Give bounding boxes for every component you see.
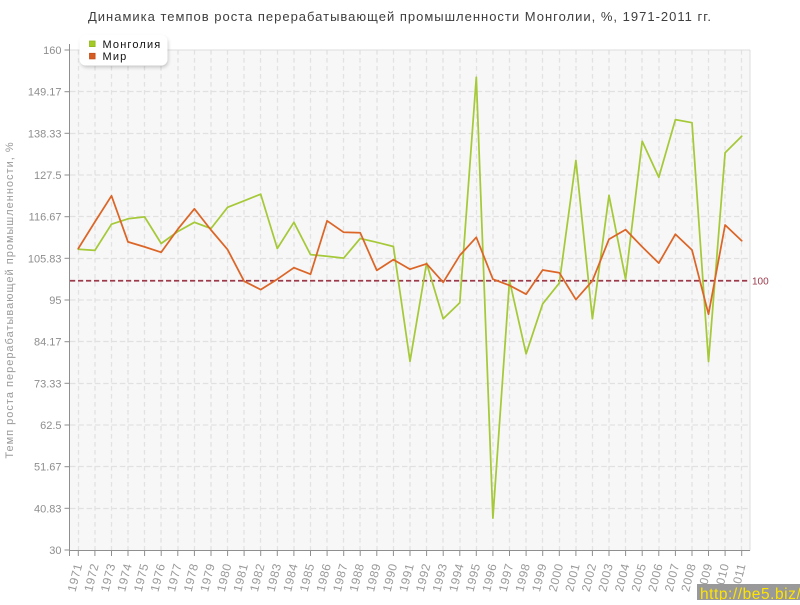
svg-text:1971: 1971 [65, 562, 86, 593]
svg-text:1998: 1998 [512, 562, 533, 593]
svg-text:40.83: 40.83 [34, 503, 62, 515]
svg-text:127.5: 127.5 [34, 170, 62, 182]
svg-text:73.33: 73.33 [34, 378, 62, 390]
svg-text:116.67: 116.67 [29, 212, 62, 224]
svg-text:1981: 1981 [230, 562, 251, 593]
svg-text:1972: 1972 [81, 562, 102, 593]
svg-text:1975: 1975 [131, 562, 152, 593]
svg-text:Темп роста перерабатывающей пр: Темп роста перерабатывающей промышленнос… [4, 141, 16, 458]
svg-text:2006: 2006 [645, 562, 666, 593]
svg-text:2001: 2001 [562, 562, 583, 593]
svg-text:1974: 1974 [114, 562, 135, 593]
svg-text:1985: 1985 [297, 562, 318, 593]
svg-text:Мир: Мир [103, 51, 128, 63]
svg-text:149.17: 149.17 [28, 87, 62, 99]
svg-text:Монголия: Монголия [103, 39, 162, 51]
svg-text:1994: 1994 [446, 562, 467, 593]
svg-text:51.67: 51.67 [34, 462, 62, 474]
svg-text:1977: 1977 [164, 562, 185, 593]
svg-text:2008: 2008 [678, 562, 699, 593]
svg-text:1979: 1979 [197, 562, 218, 593]
svg-text:1984: 1984 [280, 562, 301, 593]
svg-text:138.33: 138.33 [28, 128, 62, 140]
svg-text:1983: 1983 [264, 562, 285, 593]
svg-text:1973: 1973 [98, 562, 119, 593]
svg-text:2005: 2005 [629, 562, 650, 593]
svg-text:2000: 2000 [546, 562, 567, 593]
svg-text:Динамика темпов роста перераба: Динамика темпов роста перерабатывающей п… [88, 9, 712, 24]
svg-text:100: 100 [752, 276, 769, 287]
svg-text:2004: 2004 [612, 562, 633, 593]
svg-text:1988: 1988 [347, 562, 368, 593]
svg-text:1986: 1986 [313, 562, 334, 593]
svg-text:105.83: 105.83 [28, 253, 62, 265]
svg-text:1991: 1991 [396, 562, 417, 593]
svg-text:95: 95 [49, 295, 61, 307]
svg-text:84.17: 84.17 [34, 337, 62, 349]
svg-text:2003: 2003 [595, 562, 616, 593]
svg-text:http://be5.biz/: http://be5.biz/ [700, 586, 800, 600]
svg-text:2007: 2007 [662, 562, 683, 593]
svg-text:2002: 2002 [579, 562, 600, 593]
svg-text:1992: 1992 [413, 562, 434, 593]
svg-text:1987: 1987 [330, 562, 351, 593]
svg-text:1978: 1978 [181, 562, 202, 593]
svg-text:62.5: 62.5 [40, 420, 61, 432]
svg-text:1996: 1996 [479, 562, 500, 593]
svg-text:1999: 1999 [529, 562, 550, 593]
svg-text:30: 30 [49, 545, 61, 557]
svg-text:1990: 1990 [380, 562, 401, 593]
svg-text:1993: 1993 [430, 562, 451, 593]
svg-text:1995: 1995 [463, 562, 484, 593]
svg-text:1997: 1997 [496, 562, 517, 593]
svg-text:160: 160 [43, 45, 61, 57]
svg-text:1989: 1989 [363, 562, 384, 593]
svg-text:1980: 1980 [214, 562, 235, 593]
svg-text:1976: 1976 [148, 562, 169, 593]
svg-text:1982: 1982 [247, 562, 268, 593]
